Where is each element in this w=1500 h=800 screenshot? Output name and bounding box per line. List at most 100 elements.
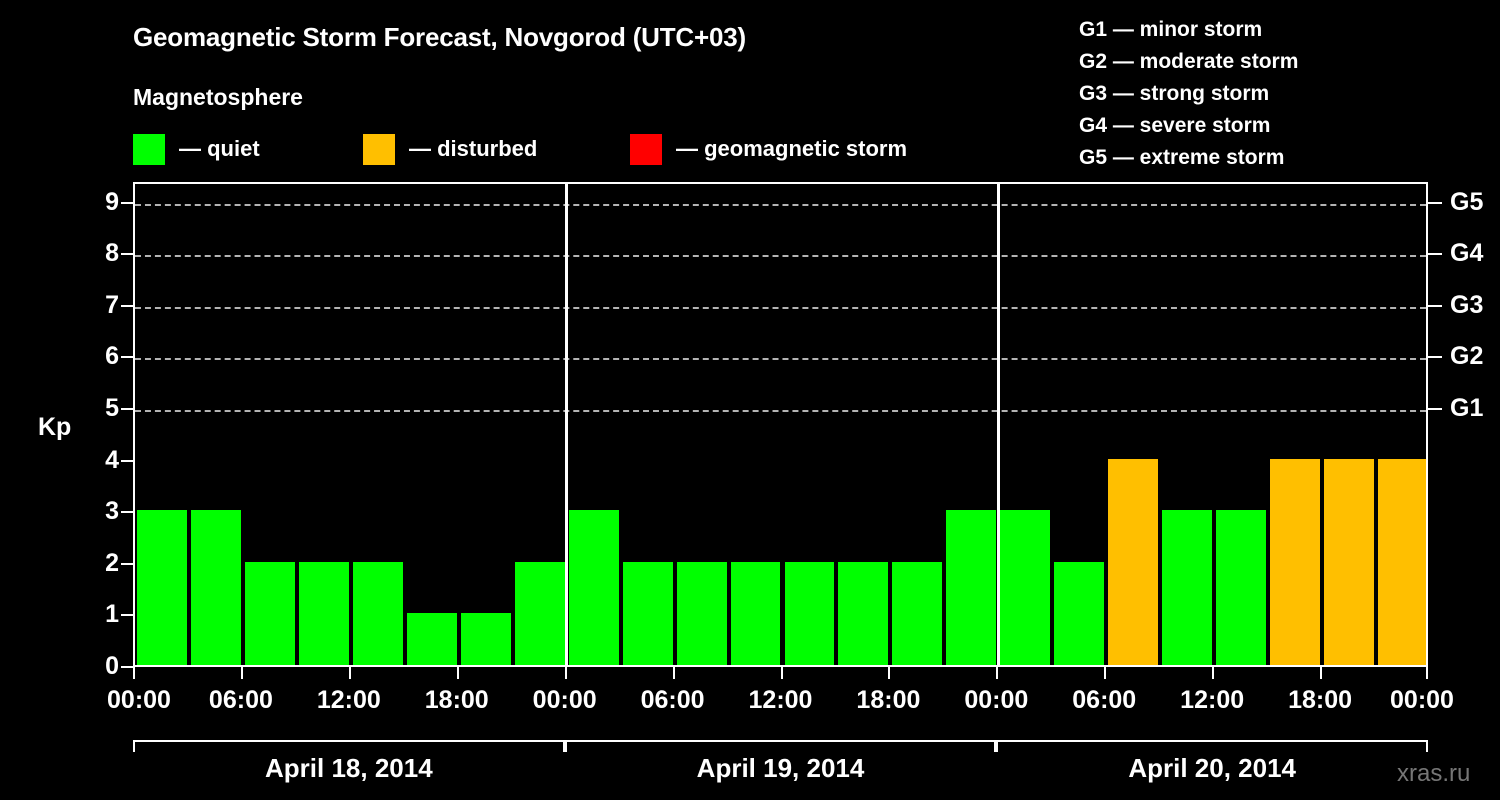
x-tick-mark [1320,667,1323,679]
x-tick-mark [1104,667,1107,679]
y-tick-mark-0 [121,666,133,668]
y-tick-label-9: 9 [105,187,119,216]
y-tick-label-0: 0 [105,652,119,680]
disturbed-legend-swatch-icon [363,133,395,165]
y-tick-mark-3 [121,511,133,514]
y-tick-mark-4 [121,459,133,462]
kp-bar [730,561,781,665]
y-tick-mark-9 [121,201,133,204]
x-tick-mark [133,667,135,679]
y-tick-label-7: 7 [105,290,119,319]
g-scale-row-g4: G4 — severe storm [1079,114,1271,137]
x-tick-label: 12:00 [316,686,381,714]
day-band-bracket [996,740,1428,752]
day-labels: April 18, 2014 April 19, 2014 April 20, 20… [0,755,1500,791]
x-tick-mark [780,667,783,679]
day-divider [996,184,1000,665]
kp-bar [244,561,295,665]
g-tick-label-g4: G4 [1450,239,1484,268]
x-tick-label: 12:00 [1180,686,1245,714]
g-scale-legend: G1 — minor storm G2 — moderate storm G3 — … [1079,14,1298,174]
y-tick-label-8: 8 [105,239,119,268]
g-tick-mark-g2 [1428,356,1442,359]
disturbed-legend-text: — disturbed [409,136,538,161]
disturbed-legend: — disturbed [363,133,537,165]
gridline-kp-5 [135,410,1426,413]
y-tick-label-1: 1 [105,600,119,629]
quiet-legend: — quiet [133,133,260,165]
g-scale-row-g3: G3 — strong storm [1079,82,1270,105]
x-tick-label: 06:00 [208,686,273,714]
kp-bar [190,510,241,665]
geomagnetic-storm-legend: — geomagnetic storm [630,133,907,165]
day-label: April 20, 2014 [1128,753,1296,783]
y-axis-right: G1 G2 G3 G4 G5 [1428,182,1500,667]
y-axis-left: 0 1 2 3 4 5 6 7 8 9 [74,182,119,678]
kp-bar [406,613,457,665]
kp-bar [568,510,619,665]
kp-bar [892,561,943,665]
kp-bar [1216,510,1267,665]
kp-bar [1162,510,1213,665]
x-tick-label: 00:00 [1390,686,1454,714]
x-tick-mark [348,667,351,679]
quiet-legend-text: — quiet [179,136,260,161]
g-scale-row-g1: G1 — minor storm [1079,18,1263,41]
x-tick-mark [1212,667,1215,679]
g-tick-mark-g4 [1428,253,1442,256]
g-tick-mark-g3 [1428,304,1442,307]
day-divider [565,184,569,665]
x-tick-mark [564,667,567,679]
geomagnetic-storm-legend-swatch-icon [630,133,662,165]
g-scale-row-g2: G2 — moderate storm [1079,50,1299,73]
kp-bar [514,561,565,665]
gridline-kp-6 [135,358,1426,361]
y-tick-mark-7 [121,304,133,307]
g-tick-label-g1: G1 [1450,394,1484,423]
day-label: April 18, 2014 [265,753,433,783]
x-tick-mark [240,667,243,679]
g-tick-label-g3: G3 [1450,290,1484,319]
y-tick-mark-8 [121,253,133,256]
x-tick-mark [456,667,459,679]
x-tick-label: 18:00 [856,686,921,714]
kp-bar [137,510,187,665]
page-title: Geomagnetic Storm Forecast, Novgorod (UT… [133,22,746,52]
geomagnetic-storm-legend-text: — geomagnetic storm [676,136,908,161]
x-tick-mark [1426,667,1428,679]
kp-bar [1054,561,1105,665]
y-tick-label-3: 3 [105,497,119,526]
kp-bar [622,561,673,665]
y-tick-label-4: 4 [105,445,119,474]
plot-inner [135,184,1426,665]
x-axis-ticks [133,667,1428,679]
plot-area [133,182,1428,667]
x-tick-label: 06:00 [640,686,705,714]
kp-bar [1378,458,1426,665]
x-tick-label: 18:00 [1288,686,1353,714]
y-tick-mark-5 [121,408,133,411]
kp-bar [298,561,349,665]
kp-bar [1270,458,1321,665]
y-tick-mark-6 [121,356,133,359]
x-tick-label: 00:00 [107,686,171,714]
kp-bar [838,561,889,665]
kp-bar [1108,458,1159,665]
x-tick-label: 18:00 [424,686,489,714]
x-tick-mark [888,667,891,679]
bars-layer [135,184,1426,665]
day-band-bracket [564,740,997,752]
g-scale-row-g5: G5 — extreme storm [1079,146,1285,169]
x-tick-mark [996,667,999,679]
watermark: xras.ru [1397,760,1471,787]
g-tick-mark-g5 [1428,201,1442,204]
x-tick-label: 00:00 [532,686,597,714]
x-tick-label: 12:00 [748,686,813,714]
kp-bar [352,561,403,665]
y-tick-mark-1 [121,614,133,617]
day-band-bracket [133,740,565,752]
y-axis-title: Kp [38,413,72,441]
y-tick-label-5: 5 [105,394,119,423]
kp-bar [946,510,997,665]
g-tick-label-g5: G5 [1450,187,1484,216]
